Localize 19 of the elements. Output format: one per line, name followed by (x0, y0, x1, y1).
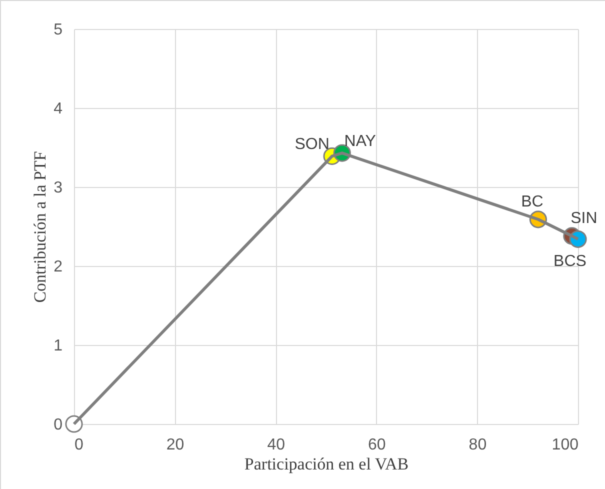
annotation: NAY (344, 133, 376, 150)
x-tick-label: 0 (74, 436, 84, 454)
y-tick-label: 2 (54, 258, 63, 276)
x-tick-label: 80 (468, 436, 487, 454)
x-tick-label: 100 (552, 436, 579, 454)
y-tick-label: 3 (54, 180, 63, 196)
y-tick-label: 1 (54, 338, 63, 354)
annotation: BC (521, 193, 544, 210)
annotation: BCS (554, 253, 586, 270)
x-axis-title: Participación en el VAB (244, 454, 409, 474)
annotation: SON (294, 136, 330, 154)
x-tick-label: 40 (267, 436, 286, 454)
x-tick-label: 60 (368, 436, 386, 454)
x-tick-label: 20 (166, 436, 184, 454)
y-tick-label: 5 (54, 22, 63, 38)
y-axis-title: Contribución a la PTF (30, 151, 50, 303)
y-tick-label: 0 (54, 416, 63, 434)
annotation: SIN (570, 210, 598, 227)
y-tick-label: 4 (54, 100, 63, 118)
